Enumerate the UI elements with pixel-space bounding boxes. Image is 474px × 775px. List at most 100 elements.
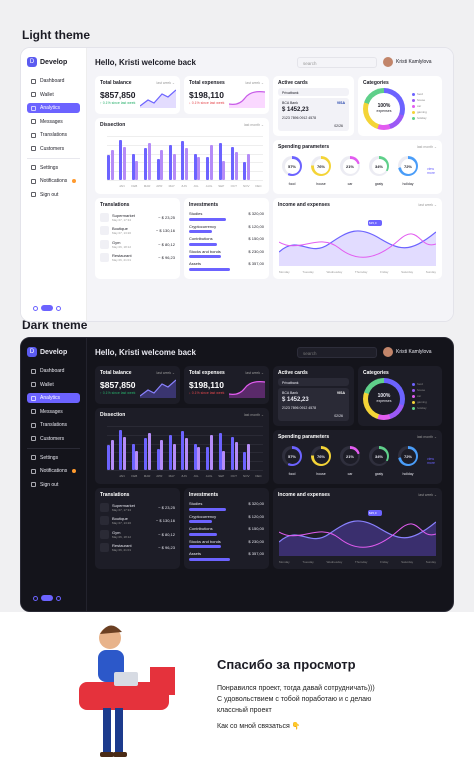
spending-item[interactable]: 72% holiday <box>398 446 418 476</box>
bar[interactable] <box>119 139 123 180</box>
logo[interactable]: D Develop <box>27 57 80 67</box>
spending-item[interactable]: 21% car <box>340 156 360 186</box>
bar[interactable] <box>218 433 222 470</box>
nav-messages[interactable]: Messages <box>27 117 80 127</box>
bar[interactable] <box>209 144 213 180</box>
bar[interactable] <box>234 441 238 470</box>
nav-notifications[interactable]: Notifications <box>27 176 80 186</box>
spending-item[interactable]: 57% food <box>282 156 302 186</box>
nav-analytics[interactable]: Analytics <box>27 393 80 403</box>
investment-row[interactable]: Cryptocurrency $ 120,00 <box>189 514 264 523</box>
bar[interactable] <box>218 143 222 180</box>
bar[interactable] <box>206 157 210 180</box>
transaction-row[interactable]: Gym May 06, 18:12− $ 80,12 <box>100 529 175 539</box>
bar[interactable] <box>123 146 126 180</box>
bar[interactable] <box>206 447 210 470</box>
view-more-link[interactable]: view more <box>427 167 435 175</box>
investment-row[interactable]: Stocks and bonds $ 230,00 <box>189 539 264 548</box>
transaction-row[interactable]: Supermarket May 07, 17:34− $ 23,25 <box>100 212 175 222</box>
period-dropdown[interactable]: last week ⌄ <box>245 371 265 375</box>
nav-sign-out[interactable]: Sign out <box>27 480 80 490</box>
nav-notifications[interactable]: Notifications <box>27 466 80 476</box>
bar[interactable] <box>231 146 234 180</box>
search-input[interactable]: search <box>297 346 377 358</box>
bar[interactable] <box>107 445 110 470</box>
bar[interactable] <box>144 438 148 470</box>
user-profile[interactable]: Kristi Kamlylova <box>383 347 445 357</box>
contact-prompt[interactable]: Как со мной связаться 👇 <box>217 723 301 730</box>
transaction-row[interactable]: Restaurant May 06, 21:01− $ 96,23 <box>100 543 175 552</box>
period-dropdown[interactable]: last month ⌄ <box>243 123 264 127</box>
investment-row[interactable]: Contributions $ 150,00 <box>189 526 264 536</box>
search-input[interactable]: search <box>297 56 377 68</box>
spending-item[interactable]: 34% gasty <box>369 446 389 476</box>
theme-toggle[interactable] <box>33 305 61 311</box>
theme-toggle[interactable] <box>33 595 61 601</box>
investment-row[interactable]: Cryptocurrency $ 120,00 <box>189 224 264 233</box>
bar[interactable] <box>209 434 213 470</box>
period-dropdown[interactable]: last month ⌄ <box>416 145 437 149</box>
bar[interactable] <box>222 450 226 470</box>
bar[interactable] <box>222 160 226 180</box>
bar[interactable] <box>247 443 250 470</box>
bar[interactable] <box>156 448 160 470</box>
spending-item[interactable]: 21% car <box>340 446 360 476</box>
nav-sign-out[interactable]: Sign out <box>27 190 80 200</box>
nav-settings[interactable]: Settings <box>27 163 80 173</box>
bar[interactable] <box>131 443 135 470</box>
nav-messages[interactable]: Messages <box>27 407 80 417</box>
bar[interactable] <box>144 148 148 180</box>
period-dropdown[interactable]: last month ⌄ <box>243 413 264 417</box>
spending-item[interactable]: 76% house <box>311 156 331 186</box>
nav-wallet[interactable]: Wallet <box>27 90 80 100</box>
investment-row[interactable]: Stocks and bonds $ 230,00 <box>189 249 264 258</box>
spending-item[interactable]: 57% food <box>282 446 302 476</box>
bca-bank-card[interactable]: BCA Bank $ 1452,23 2123 7896 0912 4578 V… <box>278 98 349 131</box>
bar[interactable] <box>169 434 172 470</box>
transaction-row[interactable]: Restaurant May 06, 21:01− $ 96,23 <box>100 253 175 262</box>
nav-customers[interactable]: Customers <box>27 434 80 444</box>
investment-row[interactable]: Contributions $ 150,00 <box>189 236 264 246</box>
bar[interactable] <box>181 141 185 180</box>
transaction-row[interactable]: Gym May 06, 18:12− $ 80,12 <box>100 239 175 249</box>
period-dropdown[interactable]: last week ⌄ <box>245 81 265 85</box>
bar[interactable] <box>197 157 201 180</box>
bar[interactable] <box>243 452 247 470</box>
nav-wallet[interactable]: Wallet <box>27 380 80 390</box>
bar[interactable] <box>160 440 164 470</box>
bar[interactable] <box>160 150 164 180</box>
bar[interactable] <box>131 153 135 180</box>
logo[interactable]: D Develop <box>27 347 80 357</box>
spending-item[interactable]: 76% house <box>311 446 331 476</box>
bca-bank-card[interactable]: BCA Bank $ 1452,23 2123 7896 0912 4578 V… <box>278 388 349 421</box>
transaction-row[interactable]: Boutique May 07, 13:20− $ 130,16 <box>100 516 175 525</box>
investment-row[interactable]: Assets $ 357,00 <box>189 551 264 561</box>
spending-item[interactable]: 72% holiday <box>398 156 418 186</box>
bar[interactable] <box>234 151 238 180</box>
investment-row[interactable]: Studies $ 320,00 <box>189 211 264 221</box>
period-dropdown[interactable]: last week ⌄ <box>156 371 176 375</box>
bar[interactable] <box>247 153 250 180</box>
bar[interactable] <box>231 436 234 470</box>
bar[interactable] <box>197 447 201 470</box>
bar[interactable] <box>135 160 139 180</box>
nav-customers[interactable]: Customers <box>27 144 80 154</box>
nav-settings[interactable]: Settings <box>27 453 80 463</box>
investment-row[interactable]: Assets $ 357,00 <box>189 261 264 271</box>
bar[interactable] <box>193 153 197 180</box>
nav-translations[interactable]: Translations <box>27 130 80 140</box>
period-dropdown[interactable]: last week ⌄ <box>156 81 176 85</box>
bar[interactable] <box>119 429 123 470</box>
transaction-row[interactable]: Supermarket May 07, 17:34− $ 23,25 <box>100 502 175 512</box>
bar[interactable] <box>169 144 172 180</box>
bar[interactable] <box>172 153 176 180</box>
bar[interactable] <box>185 438 188 470</box>
period-dropdown[interactable]: last week ⌄ <box>418 203 438 207</box>
bar[interactable] <box>123 436 126 470</box>
transaction-row[interactable]: Boutique May 07, 13:20− $ 130,16 <box>100 226 175 235</box>
privatbank-card[interactable]: Privatbank <box>278 378 349 386</box>
bar[interactable] <box>107 155 110 180</box>
spending-item[interactable]: 34% gasty <box>369 156 389 186</box>
toggle-switch[interactable] <box>41 595 53 601</box>
view-more-link[interactable]: view more <box>427 457 435 465</box>
